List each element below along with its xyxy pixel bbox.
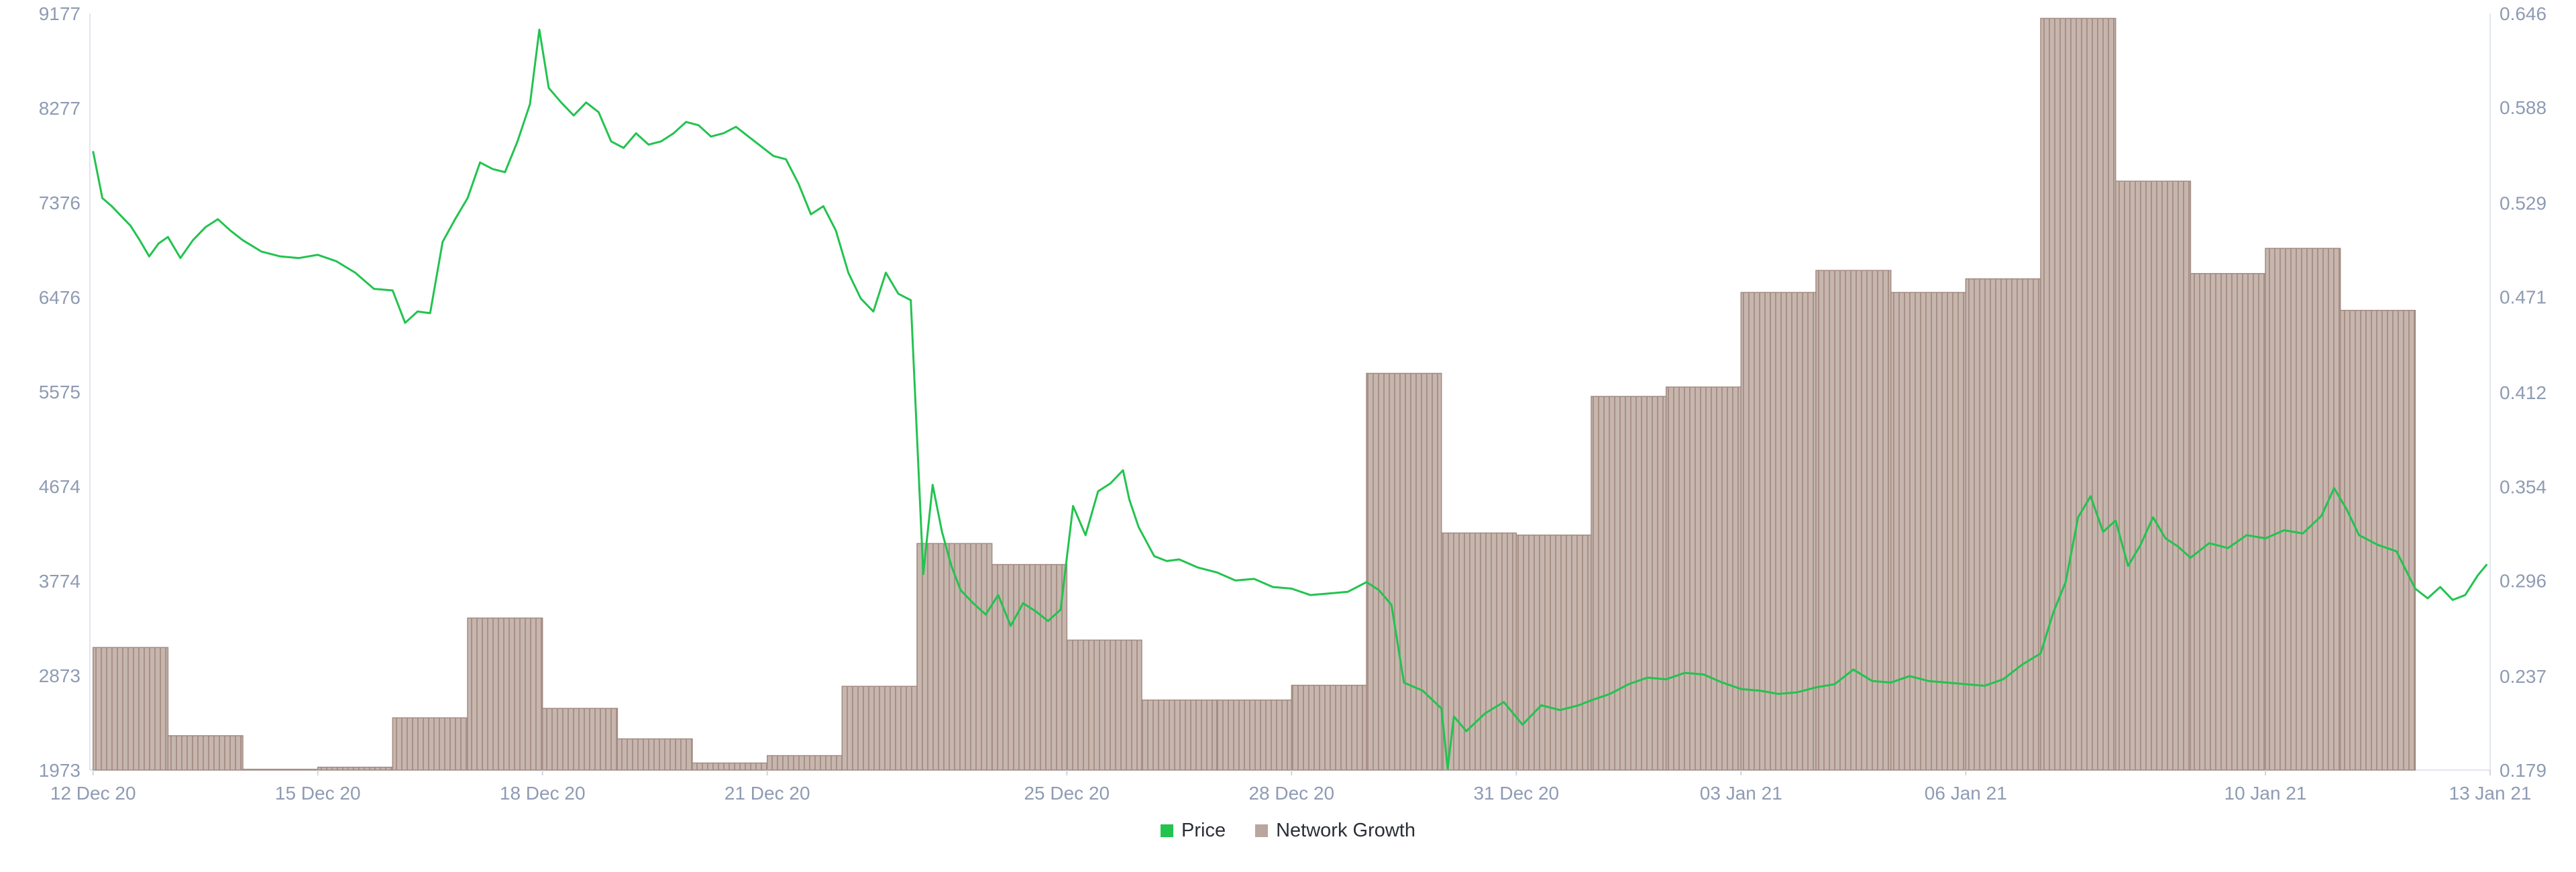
left-tick-label: 5575 xyxy=(39,382,80,402)
network-growth-bar[interactable] xyxy=(616,738,693,771)
network-growth-bar[interactable] xyxy=(1366,372,1442,771)
x-tick-label: 13 Jan 21 xyxy=(2449,783,2532,804)
left-axis-ticks: 9177 8277 7376 6476 5575 4674 3774 2873 1973 xyxy=(39,3,80,781)
network-growth-bar[interactable] xyxy=(692,762,768,771)
left-tick-label: 8277 xyxy=(39,98,80,119)
network-growth-bars xyxy=(92,17,2416,771)
left-tick-label: 3774 xyxy=(39,571,80,592)
network-growth-bar[interactable] xyxy=(1815,270,1892,771)
network-growth-bar[interactable] xyxy=(1440,532,1517,771)
left-tick-label: 2873 xyxy=(39,665,80,686)
left-tick-label: 6476 xyxy=(39,287,80,308)
x-tick-label: 25 Dec 20 xyxy=(1024,783,1110,804)
right-tick-label: 0.237 xyxy=(2500,666,2546,687)
x-tick-label: 10 Jan 21 xyxy=(2224,783,2307,804)
x-tick-label: 03 Jan 21 xyxy=(1700,783,1782,804)
x-tick-label: 06 Jan 21 xyxy=(1925,783,2007,804)
network-growth-bar[interactable] xyxy=(467,617,543,771)
network-growth-bar[interactable] xyxy=(242,769,319,771)
network-growth-bar[interactable] xyxy=(317,767,394,771)
x-axis-ticks: 12 Dec 20 15 Dec 20 18 Dec 20 21 Dec 20 25 D… xyxy=(50,770,2532,804)
price-series-line[interactable] xyxy=(92,28,2488,770)
legend-swatch-price xyxy=(1161,824,1174,837)
network-growth-bar[interactable] xyxy=(1141,699,1218,771)
network-growth-bar[interactable] xyxy=(1515,534,1592,771)
network-growth-bar[interactable] xyxy=(2265,248,2341,771)
network-growth-bar[interactable] xyxy=(167,735,244,771)
legend-label-network-growth: Network Growth xyxy=(1276,820,1415,841)
legend-item-price[interactable]: Price xyxy=(1161,820,1226,842)
x-tick-label: 12 Dec 20 xyxy=(50,783,136,804)
x-tick-label: 21 Dec 20 xyxy=(724,783,810,804)
x-tick-label: 18 Dec 20 xyxy=(500,783,586,804)
right-tick-label: 0.471 xyxy=(2500,287,2546,308)
network-growth-bar[interactable] xyxy=(841,686,918,771)
right-tick-label: 0.296 xyxy=(2500,570,2546,591)
network-growth-bar[interactable] xyxy=(541,708,619,771)
right-tick-label: 0.529 xyxy=(2500,193,2546,214)
network-growth-bar[interactable] xyxy=(766,755,843,771)
network-growth-bar[interactable] xyxy=(1740,292,1817,771)
x-tick-label: 28 Dec 20 xyxy=(1248,783,1334,804)
network-growth-bar[interactable] xyxy=(1591,396,1667,771)
right-tick-label: 0.412 xyxy=(2500,382,2546,403)
left-tick-label: 1973 xyxy=(39,760,80,781)
network-growth-bar[interactable] xyxy=(92,647,169,771)
right-tick-label: 0.354 xyxy=(2500,476,2546,497)
network-growth-bar[interactable] xyxy=(2040,17,2116,771)
right-tick-label: 0.646 xyxy=(2500,3,2546,24)
right-axis-ticks: 0.646 0.588 0.529 0.471 0.412 0.354 0.296 0.237… xyxy=(2500,3,2546,781)
legend-item-network-growth[interactable]: Network Growth xyxy=(1255,820,1415,842)
network-growth-bar[interactable] xyxy=(1890,292,1967,771)
right-tick-label: 0.588 xyxy=(2500,97,2546,118)
left-tick-label: 4674 xyxy=(39,476,80,497)
network-growth-bar[interactable] xyxy=(2114,180,2192,771)
network-growth-bar[interactable] xyxy=(2339,309,2416,771)
network-growth-bar[interactable] xyxy=(1216,699,1293,771)
price-line xyxy=(92,28,2488,770)
legend-swatch-network-growth xyxy=(1255,824,1269,837)
x-tick-label: 15 Dec 20 xyxy=(275,783,361,804)
network-growth-bar[interactable] xyxy=(1965,278,2041,771)
right-tick-label: 0.179 xyxy=(2500,760,2546,781)
network-growth-bar[interactable] xyxy=(1066,639,1142,771)
legend-label-price: Price xyxy=(1181,820,1226,841)
network-growth-bar[interactable] xyxy=(916,543,993,771)
network-growth-bar[interactable] xyxy=(1291,684,1367,771)
network-growth-bar[interactable] xyxy=(1665,386,1742,771)
network-growth-bar[interactable] xyxy=(991,563,1068,771)
network-growth-bar[interactable] xyxy=(2190,273,2266,771)
x-tick-label: 31 Dec 20 xyxy=(1473,783,1559,804)
network-growth-bar[interactable] xyxy=(392,717,468,771)
left-tick-label: 9177 xyxy=(39,3,80,24)
legend: Price Network Growth xyxy=(0,820,2576,842)
left-tick-label: 7376 xyxy=(39,193,80,213)
